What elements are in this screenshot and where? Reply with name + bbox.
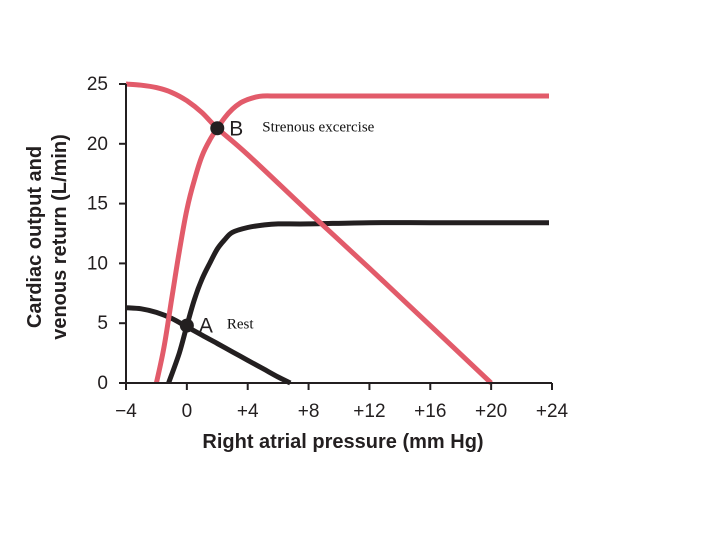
cardiac-output-rest-curve: [166, 220, 549, 384]
venous-return-rest-curve: [125, 305, 292, 386]
y-tick-label: 0: [97, 373, 108, 394]
cardiac-output-exercise-curve: [153, 93, 549, 384]
y-tick-label: 15: [87, 194, 108, 215]
point-b-marker: [210, 121, 225, 136]
points-layer: A Rest B Strenous excercise: [179, 117, 375, 338]
x-tick-label: +4: [237, 401, 259, 422]
y-tick-label: 25: [87, 74, 108, 95]
point-a-label: A: [199, 315, 213, 338]
x-axis-title: Right atrial pressure (mm Hg): [202, 431, 483, 453]
ticks-layer: 0 5 10 15 20 25 −4 0 +4 +8 +12 +16 +20 +24: [87, 74, 569, 422]
x-tick-label: 0: [182, 401, 193, 422]
axes-layer: [125, 84, 552, 384]
y-tick-label: 20: [87, 134, 108, 155]
x-tick-label: +20: [475, 401, 507, 422]
y-axis-title-line-2: venous return (L/min): [49, 134, 71, 340]
point-b-label: B: [229, 117, 243, 140]
y-tick-label: 5: [97, 313, 108, 334]
x-tick-label: +12: [353, 401, 385, 422]
point-a-marker: [179, 318, 194, 333]
x-tick-label: −4: [115, 401, 137, 422]
y-axis-title-line-1: Cardiac output and: [24, 146, 46, 328]
point-b-annotation: Strenous excercise: [262, 119, 374, 135]
x-tick-label: +8: [298, 401, 320, 422]
y-tick-label: 10: [87, 253, 108, 274]
x-tick-label: +24: [536, 401, 569, 422]
point-a-annotation: Rest: [227, 317, 255, 333]
x-tick-label: +16: [414, 401, 446, 422]
